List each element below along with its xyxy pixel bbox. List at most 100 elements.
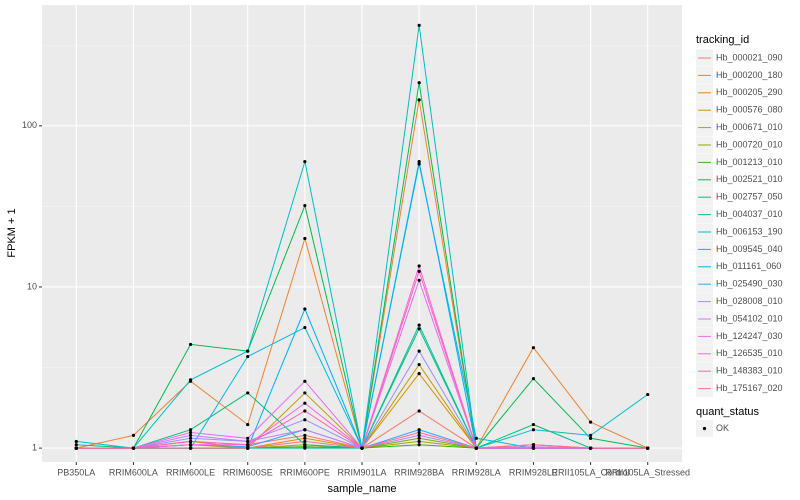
x-tick-label: RRIM600LE [166,467,215,477]
legend-label: Hb_124247_030 [716,331,783,341]
data-point [417,23,421,27]
data-point [188,443,193,447]
data-point [303,446,307,450]
x-tick-label: RRIM600SE [223,467,273,477]
legend-label: Hb_126535_010 [716,348,783,358]
data-point [588,436,593,440]
legend-label: Hb_002521_010 [716,174,783,184]
legend-label: Hb_175167_020 [716,383,783,393]
data-point [417,98,421,102]
x-tick-label: RRII105LA_Control [552,467,630,477]
legend-label: Hb_025490_030 [716,279,783,289]
data-point [417,349,421,353]
legend-label: Hb_006153_190 [716,226,783,236]
data-point [188,439,193,444]
data-point [531,446,536,450]
data-point [531,443,536,447]
y-tick-label: 10 [27,281,37,291]
data-point [417,439,421,444]
data-point [417,327,421,331]
x-tick-label: RRIM901LA [337,467,386,477]
data-point [417,362,421,367]
data-point [303,379,307,383]
data-point [417,430,421,435]
legend-label: Hb_000021_090 [716,52,783,62]
data-point [531,376,536,381]
legend-label: Hb_000576_080 [716,105,783,115]
data-point [131,433,136,437]
data-point [303,433,307,437]
data-point [417,278,421,282]
data-point [588,433,593,437]
legend-title: tracking_id [696,34,749,46]
y-tick-label: 1 [32,442,37,452]
legend-label: OK [716,423,729,433]
data-point [246,443,250,447]
legend-label: Hb_011161_060 [716,261,781,271]
legend-label: Hb_000205_290 [716,87,783,97]
x-tick-label: RRIM928LE [509,467,558,477]
legend-label: Hb_054102_010 [716,313,783,323]
data-point [74,443,78,447]
data-point [246,354,250,359]
data-point [188,342,193,347]
points-legend-title: quant_status [696,406,759,418]
data-point [474,446,478,450]
data-point [531,428,536,432]
legend-label: Hb_028008_010 [716,296,783,306]
legend-label: Hb_148383_010 [716,366,783,376]
data-point [360,446,364,450]
data-point [303,391,307,395]
data-point [588,446,593,450]
data-point [646,392,650,397]
data-point [131,446,136,450]
data-point [417,264,421,268]
data-point [246,349,250,353]
data-point [303,428,307,432]
data-point [303,443,307,447]
data-point [246,446,250,450]
legend-point [702,426,707,431]
legend-label: Hb_009545_040 [716,244,783,254]
data-point [303,159,307,164]
data-point [417,428,421,432]
x-tick-label: RRIM928LA [452,467,501,477]
data-point [303,409,307,413]
data-point [531,422,536,427]
data-point [417,443,421,447]
data-point [417,409,421,413]
data-point [246,422,250,427]
data-point [417,159,421,164]
data-point [417,436,421,440]
data-point [303,203,307,208]
data-point [417,269,421,273]
data-point [188,428,193,432]
x-tick-label: RRIM600LA [109,467,158,477]
x-tick-label: RRII105LA_Stressed [605,467,690,477]
y-tick-label: 100 [22,120,37,130]
x-axis-title: sample_name [327,483,396,495]
data-point [303,307,307,311]
data-point [188,433,193,437]
data-point [303,418,307,422]
data-point [417,162,421,166]
legend-label: Hb_000671_010 [716,122,783,132]
legend-label: Hb_002757_050 [716,192,783,202]
data-point [474,436,478,440]
legend-label: Hb_000200_180 [716,70,783,80]
data-point [417,81,421,85]
x-tick-label: RRIM928BA [394,467,444,477]
data-point [303,401,307,405]
data-point [74,446,78,450]
data-point [303,436,307,440]
legend-label: Hb_000720_010 [716,139,783,149]
y-axis-title: FPKM + 1 [6,208,18,257]
data-point [74,439,78,444]
legend-label: Hb_001213_010 [716,157,783,167]
data-point [188,430,193,435]
x-tick-label: PB350LA [57,467,95,477]
legend-label: Hb_004037_010 [716,209,783,219]
data-point [417,371,421,376]
